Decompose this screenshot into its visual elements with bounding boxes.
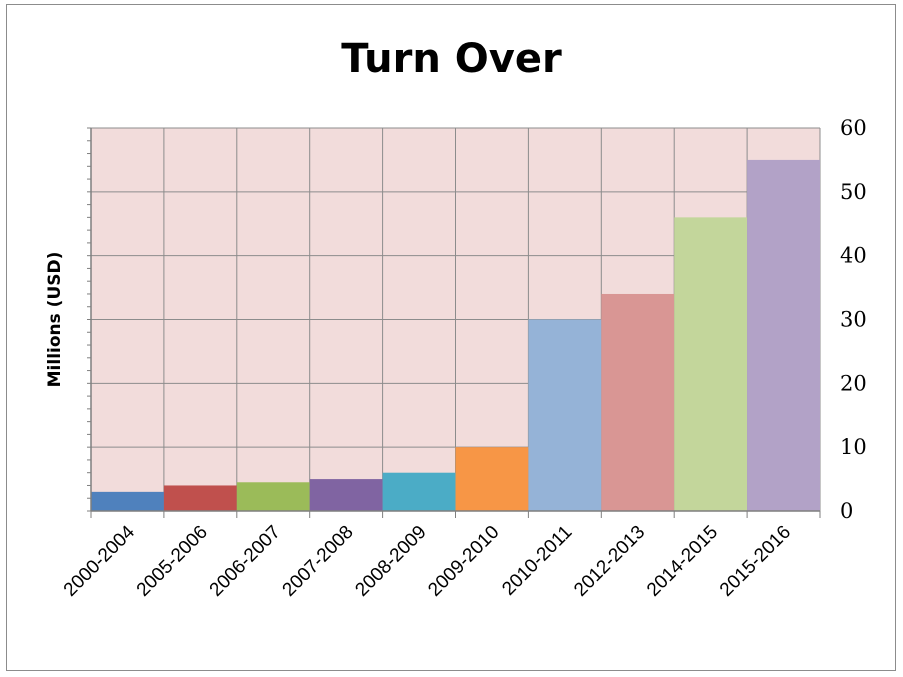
- axes: [87, 127, 821, 518]
- bar-2009-2010: [455, 447, 529, 511]
- y-tick-labels: 0 10 20 30 40 50 60: [840, 116, 867, 523]
- y-tick-label: 50: [840, 180, 867, 204]
- bar-2010-2011: [528, 319, 602, 511]
- x-tick-label: 2000-2004: [60, 521, 139, 600]
- x-tick-label: 2014-2015: [643, 522, 722, 601]
- bar-2008-2009: [382, 472, 456, 511]
- bar-2012-2013: [601, 293, 675, 511]
- x-tick-label: 2012-2013: [570, 522, 649, 601]
- y-tick-label: 10: [840, 435, 867, 459]
- y-tick-label: 20: [840, 371, 867, 395]
- bar-2005-2006: [163, 485, 237, 511]
- y-tick-label: 60: [840, 116, 867, 140]
- x-tick-label: 2009-2010: [424, 522, 503, 601]
- y-tick-label: 40: [840, 244, 867, 268]
- bars: [91, 159, 820, 511]
- bar-2000-2004: [91, 491, 164, 511]
- x-tick-label: 2006-2007: [206, 522, 285, 601]
- x-tick-label: 2008-2009: [351, 522, 430, 601]
- x-tick-label: 2015-2016: [716, 522, 795, 601]
- bar-2014-2015: [674, 217, 748, 511]
- x-tick-label: 2005-2006: [133, 522, 212, 601]
- y-tick-label: 30: [840, 308, 867, 332]
- bar-2007-2008: [309, 479, 383, 511]
- bar-2006-2007: [236, 482, 310, 511]
- chart-title: Turn Over: [341, 36, 562, 82]
- x-tick-labels: 2000-20042005-20062006-20072007-20082008…: [60, 521, 795, 600]
- x-tick-label: 2010-2011: [498, 522, 576, 600]
- x-tick-label: 2007-2008: [279, 522, 358, 601]
- y-axis-label: Millions (USD): [45, 252, 65, 388]
- bar-2015-2016: [747, 159, 820, 511]
- y-tick-label: 0: [840, 499, 853, 523]
